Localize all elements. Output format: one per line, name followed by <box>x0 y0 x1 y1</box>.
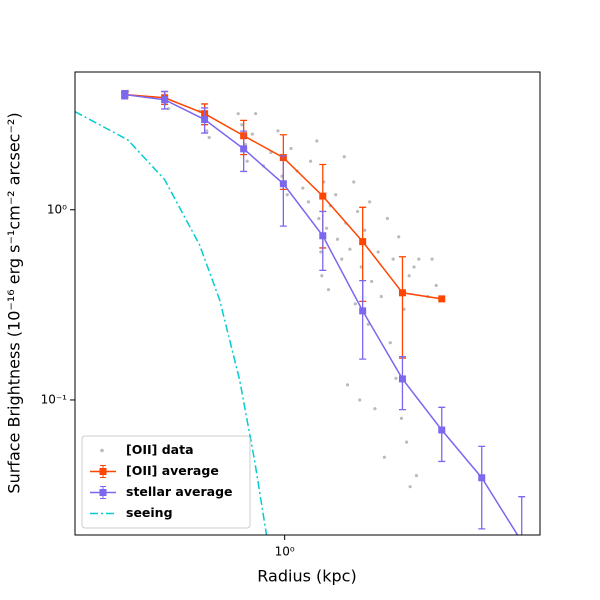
data-point <box>348 247 352 251</box>
legend-box <box>81 435 251 529</box>
marker <box>319 232 327 240</box>
data-point <box>412 265 416 269</box>
marker <box>438 295 446 303</box>
y-tick-label: 10⁻¹ <box>41 392 68 406</box>
data-point <box>363 228 367 232</box>
data-point <box>408 485 412 489</box>
data-point <box>358 398 362 402</box>
y-tick-label: 10⁰ <box>47 202 67 216</box>
data-point <box>317 216 321 221</box>
data-point <box>355 209 360 214</box>
series-line <box>75 110 268 535</box>
data-point <box>276 129 280 133</box>
data-point <box>388 341 392 345</box>
marker <box>398 289 406 297</box>
legend-label: [OII] data <box>126 442 194 457</box>
plot-frame <box>74 71 541 536</box>
data-point <box>376 250 380 254</box>
data-point <box>399 416 403 420</box>
legend-marker <box>99 489 107 496</box>
y-axis-label: Surface Brightness (10⁻¹⁶ erg s⁻¹cm⁻² ar… <box>5 112 24 493</box>
data-point <box>340 257 344 261</box>
data-point <box>289 146 293 151</box>
error-bar <box>279 155 287 227</box>
error-bar <box>319 210 327 272</box>
data-point <box>308 159 313 163</box>
data-point <box>325 226 329 230</box>
legend-marker <box>99 468 107 475</box>
data-point <box>430 257 434 261</box>
data-point <box>319 250 323 254</box>
data-point <box>407 274 411 278</box>
data-point <box>334 193 338 197</box>
marker <box>279 180 287 188</box>
data-point <box>370 279 374 284</box>
data-point <box>434 283 438 288</box>
data-point <box>250 132 254 136</box>
data-point <box>335 237 340 241</box>
data-point <box>306 200 311 204</box>
marker <box>319 192 327 200</box>
data-point <box>417 257 421 261</box>
marker <box>161 96 169 104</box>
marker <box>201 116 209 124</box>
plot-area <box>75 89 526 535</box>
data-point <box>245 159 249 163</box>
data-point <box>394 376 398 380</box>
data-point <box>345 383 350 387</box>
marker <box>438 426 446 434</box>
data-point <box>368 200 372 204</box>
data-point <box>253 112 258 116</box>
data-point <box>414 474 419 478</box>
data-point <box>397 235 401 239</box>
legend-label: stellar average <box>126 484 233 499</box>
data-point <box>379 294 383 299</box>
data-point <box>391 257 395 261</box>
data-point <box>353 302 357 306</box>
data-point <box>366 322 370 326</box>
data-point <box>320 274 324 278</box>
data-point <box>285 193 289 197</box>
data-point <box>240 123 244 127</box>
data-point <box>342 155 346 159</box>
x-axis-label: Radius (kpc) <box>257 567 356 586</box>
marker <box>478 474 486 482</box>
data-point <box>236 112 240 116</box>
data-point <box>205 129 209 133</box>
marker <box>359 307 367 315</box>
marker <box>240 145 248 153</box>
data-point <box>352 180 356 184</box>
data-point <box>402 307 406 311</box>
data-point <box>373 407 377 411</box>
legend-marker <box>100 448 104 453</box>
x-tick-label: 10⁰ <box>275 545 295 559</box>
marker <box>359 238 367 246</box>
data-point <box>207 135 211 140</box>
error-bar <box>438 406 446 463</box>
data-point <box>315 139 319 143</box>
error-bar <box>359 279 367 360</box>
data-point <box>326 288 331 292</box>
marker <box>398 375 406 383</box>
data-point <box>385 216 389 221</box>
legend-label: [OII] average <box>126 463 219 478</box>
data-point <box>382 455 386 459</box>
error-bar <box>478 445 486 530</box>
legend-label: seeing <box>126 505 173 520</box>
data-point <box>405 440 409 444</box>
error-bar <box>398 355 406 411</box>
error-bar <box>518 496 526 535</box>
marker <box>121 91 129 99</box>
data-point <box>301 186 305 190</box>
